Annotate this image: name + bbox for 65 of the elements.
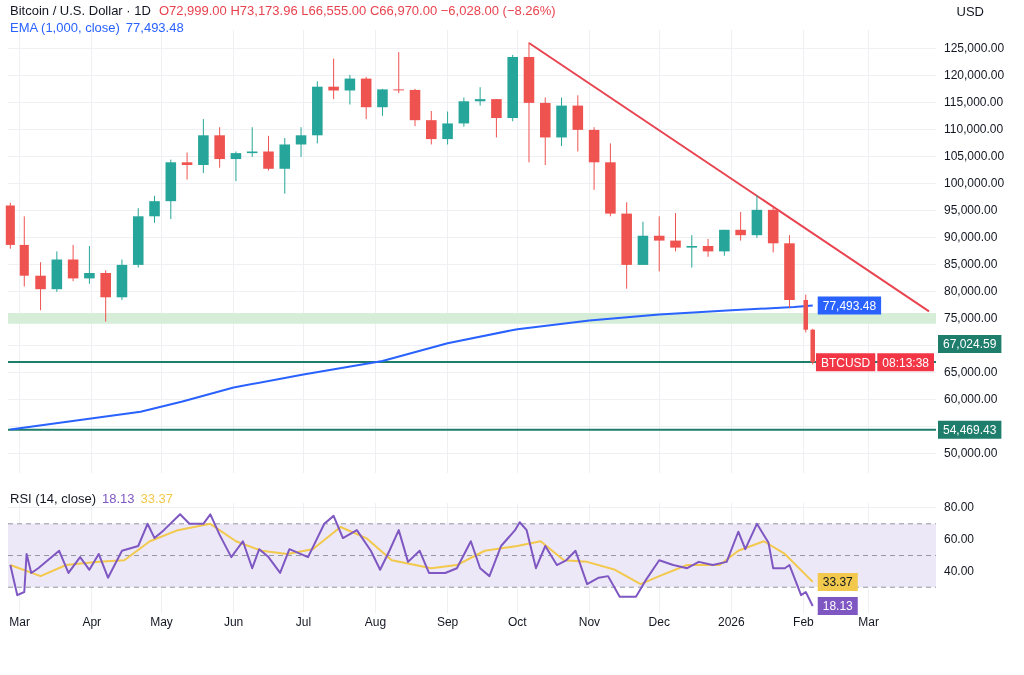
x-tick-label: Jun (223, 615, 244, 630)
y-tick-label: 115,000.00 (944, 95, 1004, 110)
y-tick-label: 105,000.00 (944, 149, 1005, 164)
text: 77,493.48 (125, 20, 184, 35)
candlestick (686, 234, 698, 269)
annotation: 08:13:38 (882, 355, 930, 370)
candlestick (393, 51, 405, 94)
candlestick (67, 244, 79, 282)
candlestick (670, 212, 681, 252)
chart-title: RSI (14, close) (10, 491, 96, 506)
candlestick (295, 126, 307, 158)
ref-line-label: 54,469.43 (943, 423, 997, 438)
candlestick (263, 135, 274, 171)
y-tick-label: 95,000.00 (944, 203, 998, 218)
y-axis-title: USD (956, 4, 984, 19)
candlestick (377, 88, 388, 117)
y-tick-label: 50,000.00 (944, 446, 998, 461)
x-tick-label: Sep (436, 615, 459, 630)
text: EMA (1,000, close) (10, 20, 120, 35)
x-tick-label: Mar (9, 615, 30, 630)
candlestick (181, 152, 193, 181)
candlestick (735, 211, 746, 242)
x-tick-label: Feb (793, 615, 815, 630)
x-tick-label: Apr (82, 615, 102, 630)
candlestick (653, 215, 665, 272)
annotation: BTCUSD (820, 355, 871, 370)
y-tick-label: 80.00 (944, 500, 975, 515)
x-tick-label: May (150, 615, 173, 630)
y-tick-label: 120,000.00 (944, 68, 1005, 83)
y-tick-label: 90,000.00 (944, 230, 998, 245)
text: 33.37 (140, 491, 174, 506)
ref-line-label: 67,024.59 (943, 337, 997, 352)
chart-title: Bitcoin / U.S. Dollar · 1D (10, 3, 151, 18)
data-label: 77,493.48 (822, 298, 877, 313)
y-tick-label: 80,000.00 (944, 284, 998, 299)
chart-subtitle: O72,999.00 H73,173.96 L66,555.00 C66,970.00 −6,028.00 (−8.26%) (158, 3, 556, 18)
candlestick (214, 126, 225, 169)
candlestick (426, 110, 437, 145)
data-label: 18.13 (822, 599, 854, 614)
y-tick-label: 85,000.00 (944, 257, 998, 272)
x-tick-label: Oct (508, 615, 528, 630)
y-tick-label: 40.00 (944, 563, 975, 578)
y-tick-label: 100,000.00 (944, 176, 1005, 191)
candlestick (149, 195, 160, 224)
y-tick-label: 60,000.00 (944, 392, 998, 407)
data-label: 33.37 (822, 575, 854, 590)
candlestick (719, 229, 730, 257)
candlestick (35, 261, 46, 311)
x-tick-label: Mar (858, 615, 879, 630)
x-tick-label: Nov (578, 615, 601, 630)
x-tick-label: 2026 (717, 615, 745, 630)
y-tick-label: 75,000.00 (944, 311, 998, 326)
candlestick (230, 151, 242, 182)
candlestick (458, 97, 470, 128)
y-tick-label: 125,000.00 (944, 41, 1005, 56)
candlestick (491, 98, 502, 138)
candlestick (84, 245, 95, 285)
y-tick-label: 60.00 (944, 531, 975, 546)
y-tick-label: 65,000.00 (944, 365, 998, 380)
x-tick-label: Dec (648, 615, 670, 630)
x-tick-label: Aug (364, 615, 387, 630)
y-tick-label: 110,000.00 (944, 122, 1004, 137)
x-tick-label: Jul (295, 615, 312, 630)
candlestick (442, 111, 453, 145)
text: 18.13 (101, 491, 135, 506)
